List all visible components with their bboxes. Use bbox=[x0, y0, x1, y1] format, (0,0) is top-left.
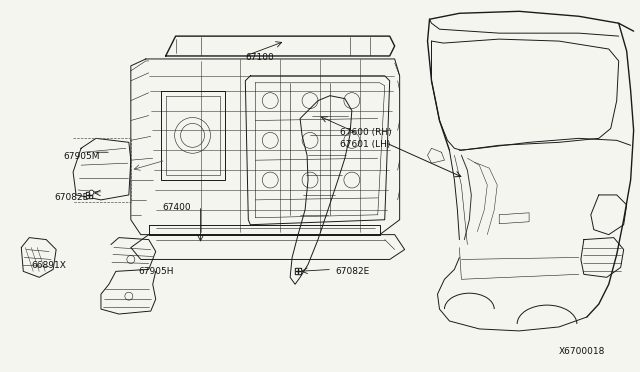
Text: 67400: 67400 bbox=[163, 203, 191, 212]
Text: 66891X: 66891X bbox=[31, 262, 66, 270]
Text: 67100: 67100 bbox=[245, 53, 274, 62]
Text: 67601 (LH): 67601 (LH) bbox=[340, 140, 390, 149]
Text: 67905H: 67905H bbox=[139, 267, 174, 276]
Text: 67600 (RH): 67600 (RH) bbox=[340, 128, 392, 137]
Text: 67082E: 67082E bbox=[54, 193, 88, 202]
Text: X6700018: X6700018 bbox=[559, 347, 605, 356]
Text: 67905M: 67905M bbox=[63, 152, 100, 161]
Text: 67082E: 67082E bbox=[335, 267, 369, 276]
